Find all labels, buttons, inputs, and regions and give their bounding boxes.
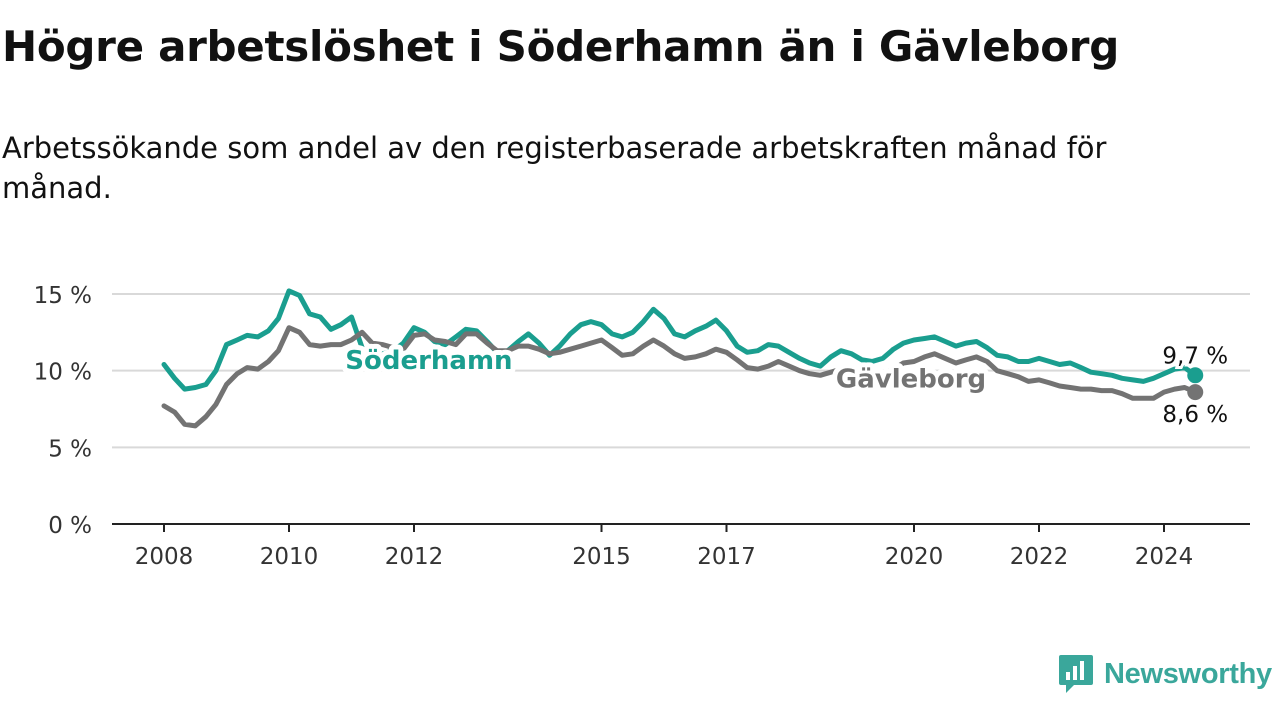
end-marker-gavleborg (1187, 384, 1204, 401)
chart-subtitle: Arbetssökande som andel av den registerb… (2, 131, 1107, 205)
series-lines (161, 288, 1198, 429)
brand-footer: Newsworthy (1058, 652, 1272, 696)
newsworthy-logo-icon (1059, 655, 1093, 693)
series-line-gavleborg (161, 325, 1198, 429)
series-line-soderhamn (161, 288, 1198, 392)
chart-title: Högre arbetslöshet i Söderhamn än i Gävl… (2, 22, 1119, 71)
x-tick-label: 2015 (572, 544, 631, 570)
end-value-gavleborg: 8,6 % (1162, 402, 1228, 428)
series-label-soderhamn: Söderhamn (345, 346, 512, 376)
brand-name: Newsworthy (1104, 657, 1272, 690)
x-axis: 2008 2010 2012 2015 2017 2020 2022 2024 (112, 523, 1250, 570)
x-tick-label: 2020 (885, 544, 944, 570)
x-tick-label: 2017 (697, 544, 756, 570)
y-tick-label: 0 % (48, 513, 92, 539)
x-tick-label: 2008 (135, 544, 194, 570)
end-marker-soderhamn (1187, 367, 1204, 384)
y-tick-label: 15 % (34, 283, 92, 309)
series-labels: Söderhamn Gävleborg 9,7 % 8,6 % (340, 340, 1231, 431)
x-tick-label: 2010 (260, 544, 319, 570)
grid-lines: 0 % 5 % 10 % 15 % (34, 283, 1250, 539)
x-tick-label: 2024 (1135, 544, 1194, 570)
x-tick-label: 2022 (1010, 544, 1069, 570)
x-tick-label: 2012 (385, 544, 444, 570)
end-value-soderhamn: 9,7 % (1162, 343, 1228, 369)
series-label-gavleborg: Gävleborg (836, 364, 986, 394)
y-tick-label: 5 % (48, 436, 92, 462)
y-tick-label: 10 % (34, 360, 92, 386)
